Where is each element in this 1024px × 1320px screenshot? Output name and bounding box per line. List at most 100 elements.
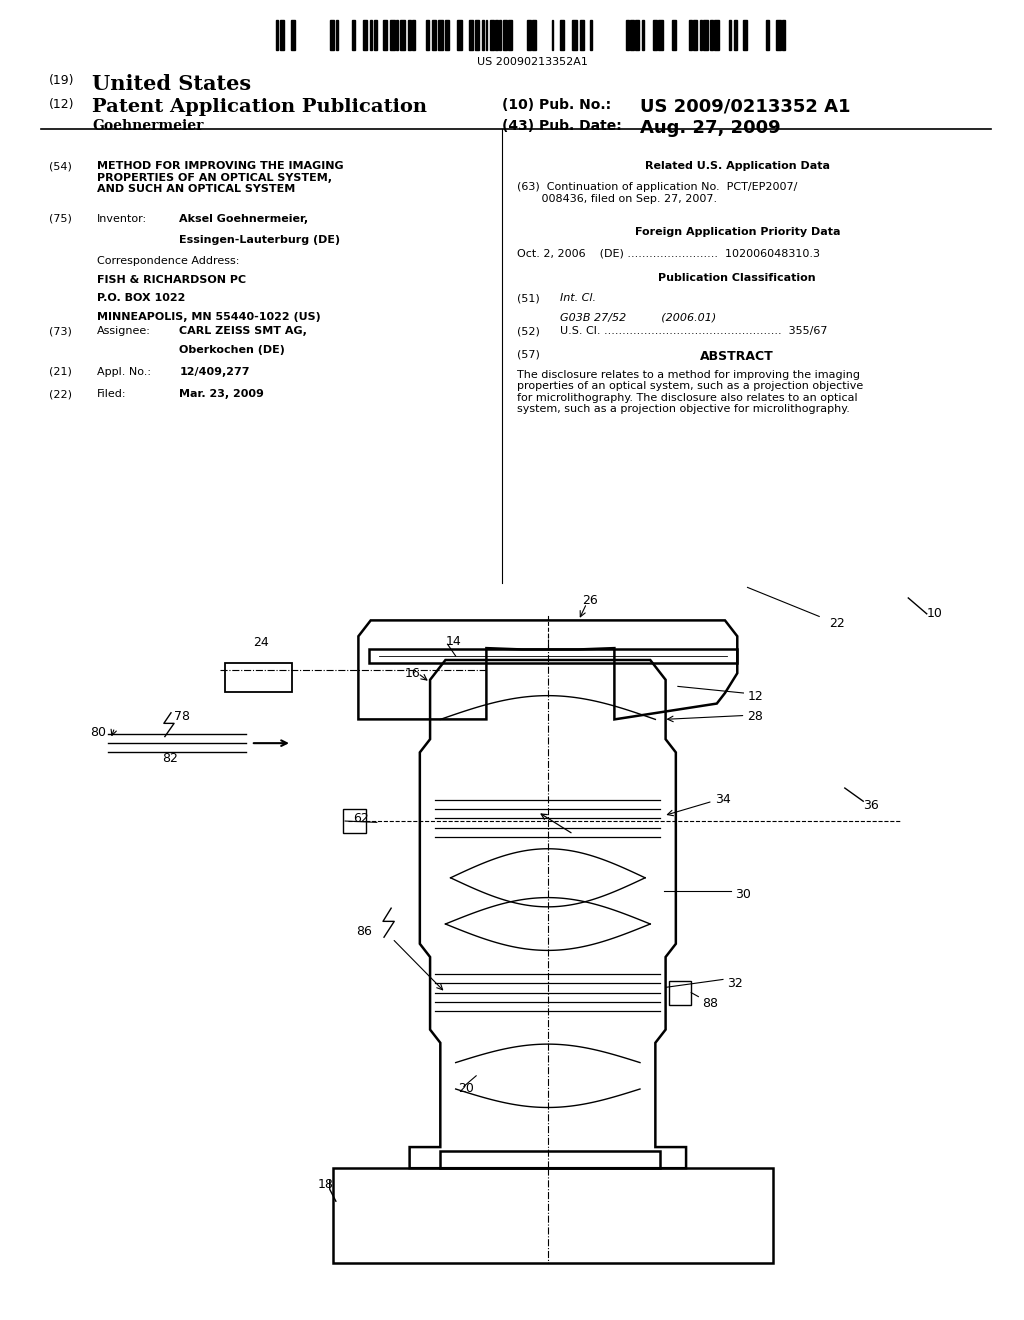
Text: P.O. BOX 1022: P.O. BOX 1022: [97, 293, 185, 304]
Text: 24: 24: [253, 636, 268, 649]
Bar: [432, 20, 436, 50]
Bar: [742, 20, 746, 50]
Bar: [642, 20, 643, 50]
Text: (12): (12): [49, 98, 75, 111]
Text: US 2009/0213352 A1: US 2009/0213352 A1: [640, 98, 851, 116]
Text: (43) Pub. Date:: (43) Pub. Date:: [502, 119, 622, 133]
Bar: [630, 20, 634, 50]
Bar: [489, 20, 495, 50]
Text: 34: 34: [715, 793, 730, 807]
Bar: [352, 20, 355, 50]
Text: 36: 36: [863, 799, 879, 812]
Bar: [395, 20, 398, 50]
Text: 12: 12: [748, 690, 763, 704]
Bar: [560, 20, 564, 50]
Bar: [370, 20, 372, 50]
Text: 22: 22: [829, 616, 845, 630]
Bar: [767, 20, 769, 50]
Text: (21): (21): [49, 367, 72, 378]
Text: 86: 86: [356, 925, 373, 939]
Text: 30: 30: [735, 888, 752, 902]
Text: MINNEAPOLIS, MN 55440-1022 (US): MINNEAPOLIS, MN 55440-1022 (US): [97, 312, 322, 322]
Bar: [438, 20, 442, 50]
Text: 88: 88: [702, 997, 719, 1010]
Bar: [699, 20, 702, 50]
Text: CARL ZEISS SMT AG,: CARL ZEISS SMT AG,: [179, 326, 307, 337]
Bar: [591, 20, 593, 50]
Text: Assignee:: Assignee:: [97, 326, 152, 337]
Text: (63)  Continuation of application No.  PCT/EP2007/
       008436, filed on Sep. : (63) Continuation of application No. PCT…: [517, 182, 798, 203]
Text: Filed:: Filed:: [97, 389, 127, 400]
Bar: [225, 663, 292, 692]
Bar: [499, 20, 502, 50]
Bar: [281, 20, 285, 50]
Text: The disclosure relates to a method for improving the imaging
properties of an op: The disclosure relates to a method for i…: [517, 370, 863, 414]
Text: Patent Application Publication: Patent Application Publication: [92, 98, 427, 116]
Bar: [482, 20, 483, 50]
Text: 28: 28: [748, 710, 764, 723]
Text: Inventor:: Inventor:: [97, 214, 147, 224]
Text: 32: 32: [727, 977, 742, 990]
Bar: [776, 20, 780, 50]
Bar: [408, 20, 411, 50]
Bar: [669, 981, 691, 1005]
Text: Aksel Goehnermeier,: Aksel Goehnermeier,: [179, 214, 308, 224]
Bar: [412, 20, 415, 50]
Bar: [508, 20, 512, 50]
Text: Related U.S. Application Data: Related U.S. Application Data: [645, 161, 829, 172]
Text: Oct. 2, 2006    (DE) .........................  102006048310.3: Oct. 2, 2006 (DE) ......................…: [517, 248, 820, 259]
Text: US 20090213352A1: US 20090213352A1: [477, 57, 588, 67]
Text: (19): (19): [49, 74, 75, 87]
Text: 12/409,277: 12/409,277: [179, 367, 250, 378]
Bar: [552, 20, 553, 50]
Bar: [426, 20, 429, 50]
Bar: [445, 20, 450, 50]
Text: (73): (73): [49, 326, 72, 337]
Bar: [710, 20, 713, 50]
Bar: [693, 20, 697, 50]
Text: Mar. 23, 2009: Mar. 23, 2009: [179, 389, 264, 400]
Bar: [715, 20, 719, 50]
Text: (54): (54): [49, 161, 72, 172]
Text: G03B 27/52          (2006.01): G03B 27/52 (2006.01): [560, 313, 717, 323]
Text: Aug. 27, 2009: Aug. 27, 2009: [640, 119, 780, 137]
Text: 20: 20: [458, 1082, 474, 1096]
Bar: [496, 20, 498, 50]
Bar: [703, 20, 708, 50]
Text: ABSTRACT: ABSTRACT: [700, 350, 774, 363]
Text: Oberkochen (DE): Oberkochen (DE): [179, 345, 285, 355]
Bar: [532, 20, 537, 50]
Bar: [572, 20, 578, 50]
Bar: [330, 20, 334, 50]
Bar: [689, 20, 692, 50]
Text: 78: 78: [174, 710, 190, 723]
Bar: [526, 20, 530, 50]
Bar: [292, 20, 295, 50]
Text: 16: 16: [404, 667, 420, 680]
Bar: [652, 20, 656, 50]
Text: (22): (22): [49, 389, 72, 400]
Bar: [475, 20, 479, 50]
Bar: [336, 20, 338, 50]
Text: U.S. Cl. .................................................  355/67: U.S. Cl. ...............................…: [560, 326, 827, 337]
Bar: [458, 20, 462, 50]
Bar: [782, 20, 784, 50]
Bar: [276, 20, 279, 50]
Text: 80: 80: [90, 726, 106, 739]
Text: Publication Classification: Publication Classification: [658, 273, 816, 284]
Bar: [383, 20, 387, 50]
Text: 26: 26: [582, 594, 597, 607]
Text: 62: 62: [353, 812, 369, 825]
Bar: [343, 809, 366, 833]
Text: FISH & RICHARDSON PC: FISH & RICHARDSON PC: [97, 275, 247, 285]
Bar: [635, 20, 639, 50]
Text: (51): (51): [517, 293, 540, 304]
Text: Foreign Application Priority Data: Foreign Application Priority Data: [635, 227, 840, 238]
Bar: [485, 20, 487, 50]
Bar: [733, 20, 736, 50]
Text: 82: 82: [162, 752, 178, 766]
Text: Appl. No.:: Appl. No.:: [97, 367, 152, 378]
Text: (57): (57): [517, 350, 540, 360]
Bar: [440, 1151, 660, 1168]
Text: Int. Cl.: Int. Cl.: [560, 293, 596, 304]
